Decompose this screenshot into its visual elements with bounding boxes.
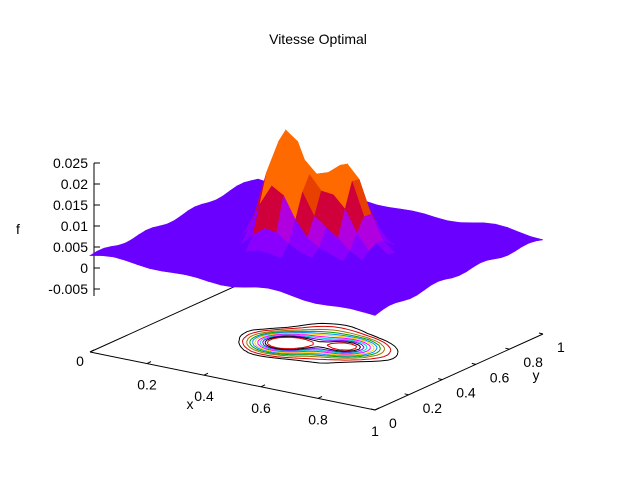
floor-edge-left (89, 275, 259, 353)
x-tick-label: 0 (76, 353, 84, 369)
contour-line (254, 332, 375, 356)
surface-mesh (88, 129, 544, 316)
y-axis-label: y (533, 367, 540, 383)
x-tick-mark (317, 395, 323, 399)
y-tick-mark (505, 347, 510, 350)
tick-labels: -0.005 0 0.005 0.01 0.015 0.02 0.025 0 0.2 0.4 0.6… (48, 155, 565, 439)
x-axis-label: x (187, 396, 194, 412)
y-tick-mark (370, 408, 376, 411)
x-tick-mark (89, 349, 95, 353)
x-tick-mark (146, 361, 152, 365)
z-tick-label: 0 (80, 260, 88, 276)
y-tick-label: 0.2 (423, 400, 443, 416)
z-tick-label: 0.02 (61, 176, 88, 192)
x-tick-label: 0.6 (251, 400, 271, 416)
contour-line (249, 330, 381, 358)
z-tick-label: 0.005 (53, 239, 88, 255)
contour-line (242, 325, 392, 361)
contour-line (264, 336, 361, 352)
y-tick-mark (404, 393, 409, 396)
z-tick-label: 0.025 (53, 155, 88, 171)
z-tick-label: 0.015 (53, 197, 88, 213)
y-tick-mark (471, 362, 476, 365)
contour-line (246, 328, 386, 359)
x-tick-label: 0.2 (137, 377, 157, 393)
y-tick-label: 0.6 (490, 369, 510, 385)
x-tick-label: 1 (371, 423, 379, 439)
base-contours (238, 322, 399, 364)
contour-line (262, 335, 365, 353)
y-tick-mark (438, 378, 443, 381)
contour-line (252, 331, 378, 357)
y-tick-label: 0.8 (523, 354, 543, 370)
x-tick-label: 0.8 (308, 411, 328, 427)
x-tick-mark (374, 407, 380, 411)
z-tick-label: 0.01 (61, 218, 88, 234)
x-tick-mark (203, 372, 209, 376)
z-axis-label: f (16, 221, 20, 237)
y-tick-label: 1 (557, 339, 565, 355)
x-tick-label: 0.4 (194, 388, 214, 404)
contour-line (259, 334, 368, 354)
x-tick-mark (260, 384, 266, 388)
surface-facet (362, 306, 383, 316)
contour-line (238, 322, 399, 364)
y-tick-label: 0.4 (456, 385, 476, 401)
contour-line (257, 333, 371, 355)
contour-line (266, 336, 358, 351)
axis-labels: x y f (16, 221, 539, 412)
z-tick-label: -0.005 (48, 281, 88, 297)
y-tick-mark (538, 332, 544, 335)
y-tick-label: 0 (389, 415, 397, 431)
chart-title: Vitesse Optimal (269, 31, 367, 47)
